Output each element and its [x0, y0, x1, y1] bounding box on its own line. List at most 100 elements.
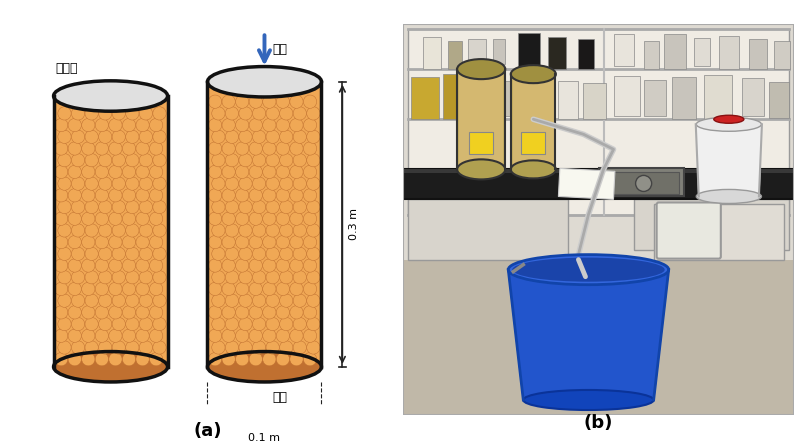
Circle shape [112, 294, 125, 307]
Circle shape [303, 329, 317, 342]
Bar [505, 81, 523, 116]
Circle shape [235, 95, 249, 108]
Circle shape [126, 294, 139, 307]
Circle shape [126, 200, 139, 214]
Circle shape [153, 317, 166, 331]
Ellipse shape [207, 352, 322, 382]
Circle shape [211, 200, 225, 214]
Circle shape [54, 353, 68, 366]
Circle shape [239, 130, 252, 143]
Circle shape [279, 107, 293, 120]
Circle shape [153, 107, 166, 120]
Circle shape [235, 118, 249, 132]
Circle shape [266, 341, 279, 354]
Circle shape [303, 189, 317, 202]
Circle shape [54, 329, 68, 342]
Circle shape [276, 282, 290, 296]
Circle shape [252, 294, 266, 307]
Circle shape [225, 224, 239, 237]
Circle shape [225, 341, 239, 354]
Circle shape [263, 236, 276, 249]
Circle shape [225, 271, 239, 284]
Circle shape [68, 306, 81, 319]
Circle shape [303, 259, 317, 272]
Text: (b): (b) [584, 414, 613, 432]
Circle shape [72, 130, 85, 143]
Circle shape [149, 165, 163, 179]
Circle shape [306, 224, 320, 237]
Circle shape [149, 329, 163, 342]
Circle shape [126, 224, 139, 237]
Circle shape [249, 165, 263, 179]
Circle shape [54, 306, 68, 319]
Circle shape [136, 212, 149, 225]
Bar [749, 39, 767, 69]
Circle shape [252, 224, 266, 237]
Circle shape [139, 271, 152, 284]
Circle shape [112, 341, 125, 354]
Bar [53, 96, 168, 367]
Circle shape [95, 212, 109, 225]
Circle shape [136, 329, 149, 342]
Circle shape [266, 271, 279, 284]
Circle shape [112, 130, 125, 143]
Circle shape [126, 247, 139, 260]
Circle shape [303, 306, 317, 319]
Circle shape [239, 200, 252, 214]
Circle shape [279, 341, 293, 354]
Circle shape [68, 118, 81, 132]
Circle shape [211, 130, 225, 143]
Circle shape [249, 118, 263, 132]
Circle shape [208, 329, 222, 342]
Circle shape [208, 118, 222, 132]
Circle shape [68, 329, 81, 342]
Bar [693, 38, 709, 66]
Bar [459, 71, 504, 168]
Circle shape [58, 130, 71, 143]
Circle shape [239, 177, 252, 190]
Bar [469, 132, 493, 155]
Circle shape [263, 118, 276, 132]
Circle shape [58, 271, 71, 284]
Bar [408, 199, 568, 260]
Circle shape [252, 107, 266, 120]
Circle shape [252, 154, 266, 167]
Circle shape [276, 353, 290, 366]
Circle shape [95, 329, 109, 342]
Circle shape [85, 224, 98, 237]
Circle shape [276, 306, 290, 319]
Circle shape [139, 200, 152, 214]
Circle shape [306, 107, 320, 120]
Circle shape [153, 341, 166, 354]
Ellipse shape [696, 117, 761, 131]
Circle shape [139, 247, 152, 260]
Circle shape [81, 142, 95, 155]
Circle shape [85, 200, 98, 214]
Ellipse shape [207, 67, 322, 97]
Circle shape [81, 118, 95, 132]
Circle shape [290, 212, 303, 225]
Circle shape [249, 353, 263, 366]
Circle shape [95, 259, 109, 272]
Circle shape [263, 259, 276, 272]
Circle shape [290, 95, 303, 108]
Circle shape [122, 236, 136, 249]
Circle shape [85, 107, 98, 120]
Circle shape [85, 130, 98, 143]
Circle shape [239, 341, 252, 354]
Circle shape [109, 329, 122, 342]
Circle shape [139, 177, 152, 190]
Circle shape [293, 224, 306, 237]
Circle shape [222, 353, 235, 366]
Circle shape [208, 212, 222, 225]
Circle shape [208, 353, 222, 366]
Circle shape [225, 317, 239, 331]
Circle shape [279, 271, 293, 284]
Circle shape [122, 212, 136, 225]
Circle shape [81, 353, 95, 366]
Circle shape [290, 353, 303, 366]
Circle shape [263, 212, 276, 225]
Circle shape [72, 317, 85, 331]
Circle shape [54, 236, 68, 249]
Circle shape [306, 200, 320, 214]
